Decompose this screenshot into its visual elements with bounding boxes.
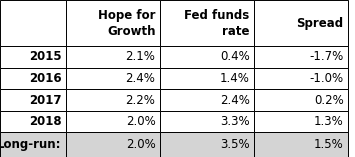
Text: Spread: Spread [296,17,344,30]
Text: 1.4%: 1.4% [220,72,250,85]
Text: -1.7%: -1.7% [310,50,344,63]
Text: 2016: 2016 [29,72,61,85]
Bar [160,68,254,89]
Text: Long-run:: Long-run: [0,138,61,151]
Bar [66,132,160,157]
Bar [160,89,254,111]
Bar [0,0,66,46]
Bar [254,89,348,111]
Text: 2.2%: 2.2% [126,94,155,107]
Text: 1.3%: 1.3% [314,115,344,128]
Bar [160,132,254,157]
Text: 2.4%: 2.4% [126,72,155,85]
Bar [0,89,66,111]
Bar [66,111,160,132]
Text: -1.0%: -1.0% [310,72,344,85]
Text: 2.0%: 2.0% [126,115,155,128]
Text: 2.4%: 2.4% [220,94,250,107]
Bar [0,46,66,68]
Bar [66,0,160,46]
Text: 0.2%: 0.2% [314,94,344,107]
Bar [0,111,66,132]
Bar [160,111,254,132]
Bar [160,46,254,68]
Bar [0,68,66,89]
Bar [66,46,160,68]
Bar [254,111,348,132]
Bar [66,68,160,89]
Bar [160,0,254,46]
Text: 1.5%: 1.5% [314,138,344,151]
Text: 0.4%: 0.4% [220,50,250,63]
Bar [254,0,348,46]
Text: 3.3%: 3.3% [220,115,250,128]
Bar [0,132,66,157]
Text: Hope for
Growth: Hope for Growth [98,9,155,38]
Text: Fed funds
rate: Fed funds rate [184,9,250,38]
Text: 2.0%: 2.0% [126,138,155,151]
Bar [254,46,348,68]
Bar [66,89,160,111]
Bar [254,132,348,157]
Text: 2018: 2018 [29,115,61,128]
Text: 3.5%: 3.5% [220,138,250,151]
Text: 2015: 2015 [29,50,61,63]
Text: 2017: 2017 [29,94,61,107]
Text: 2.1%: 2.1% [126,50,155,63]
Bar [254,68,348,89]
